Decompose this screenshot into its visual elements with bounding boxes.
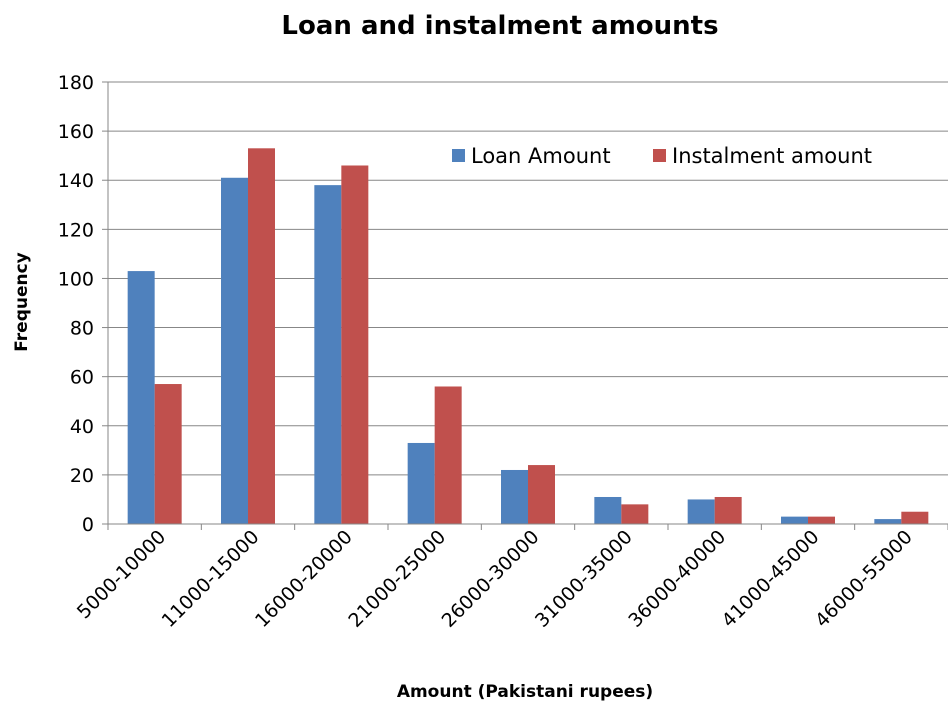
x-tick-label: 41000-45000 [718, 526, 824, 632]
bar-loan-amount [687, 499, 715, 524]
x-tick-labels: 5000-1000011000-1500016000-2000021000-25… [73, 526, 917, 632]
y-tick-label: 160 [58, 121, 94, 143]
bar-loan-amount [407, 442, 435, 524]
bars [127, 148, 929, 525]
legend-instalment-amount-swatch [653, 149, 666, 162]
bar-loan-amount [127, 271, 155, 524]
bar-instalment-amount [434, 386, 462, 524]
x-tick-label: 46000-55000 [811, 526, 917, 632]
bar-instalment-amount [528, 465, 555, 524]
x-tick-label: 36000-40000 [624, 526, 730, 632]
x-tick-label: 16000-20000 [251, 526, 357, 632]
y-axis-title: Frequency [12, 252, 32, 352]
bar-loan-amount [874, 519, 902, 524]
bar-loan-amount [221, 177, 248, 524]
bar-instalment-amount [621, 504, 649, 524]
x-tick-label: 31000-35000 [531, 526, 637, 632]
bar-loan-amount [781, 516, 808, 524]
x-tick-label: 5000-10000 [73, 526, 170, 623]
y-tick-label: 100 [58, 268, 94, 290]
bar-instalment-amount [808, 516, 835, 524]
bar-loan-amount [594, 496, 622, 524]
bar-instalment-amount [714, 496, 742, 524]
y-tick-label: 60 [70, 367, 94, 389]
bar-instalment-amount [341, 165, 369, 524]
bar-loan-amount [314, 185, 342, 524]
legend-loan-amount-label: Loan Amount [471, 144, 611, 168]
x-tick-label: 11000-15000 [158, 526, 264, 632]
legend-instalment-amount-label: Instalment amount [672, 144, 872, 168]
bar-loan-amount [501, 469, 528, 524]
y-tick-label: 40 [70, 416, 94, 438]
x-tick-label: 26000-30000 [438, 526, 544, 632]
legend: Loan Amount Instalment amount [452, 144, 872, 168]
y-tick-label: 20 [70, 465, 94, 487]
legend-loan-amount-swatch [452, 149, 465, 162]
y-tick-label: 180 [58, 72, 94, 94]
x-tick-label: 21000-25000 [344, 526, 450, 632]
y-tick-label: 140 [58, 170, 94, 192]
y-tick-label: 120 [58, 219, 94, 241]
bar-instalment-amount [901, 511, 929, 524]
y-tick-label: 80 [70, 318, 94, 340]
axes [102, 81, 948, 530]
bar-instalment-amount [248, 148, 275, 525]
x-axis-title: Amount (Pakistani rupees) [397, 682, 653, 702]
y-tick-label: 0 [82, 514, 94, 536]
bar-instalment-amount [154, 384, 182, 524]
y-tick-labels: 0 20 40 60 80 100 120 140 160 180 [58, 72, 94, 536]
chart-title: Loan and instalment amounts [281, 11, 718, 41]
